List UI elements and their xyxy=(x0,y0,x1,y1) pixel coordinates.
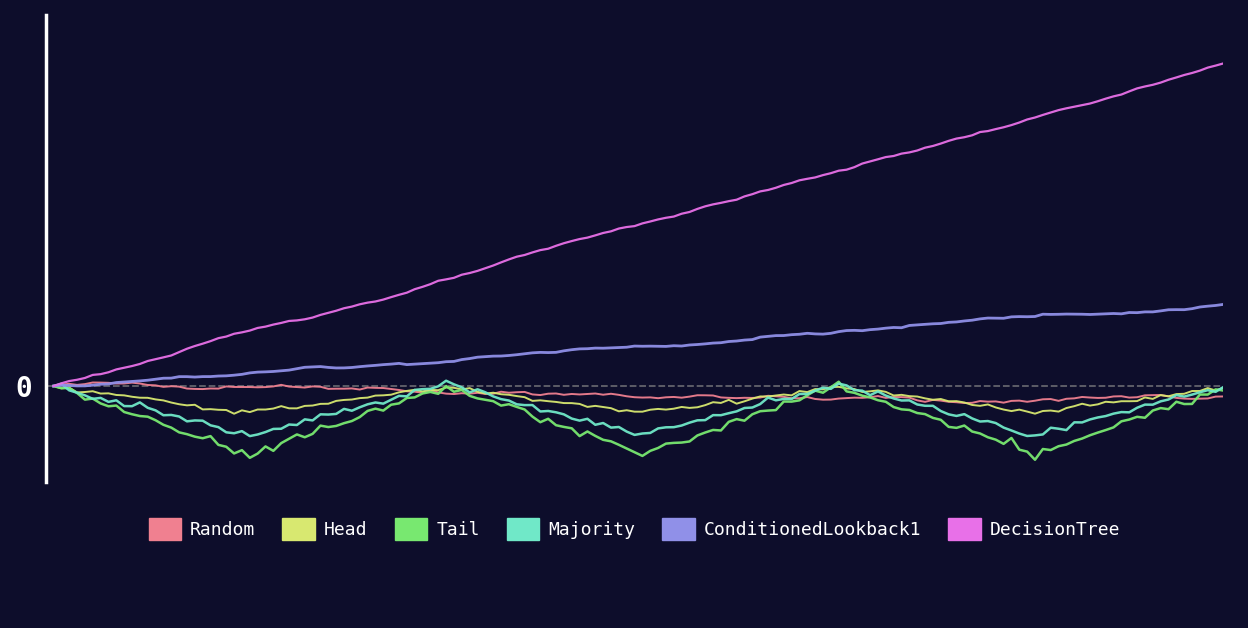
Legend: Random, Head, Tail, Majority, ConditionedLookback1, DecisionTree: Random, Head, Tail, Majority, Conditione… xyxy=(141,511,1128,548)
